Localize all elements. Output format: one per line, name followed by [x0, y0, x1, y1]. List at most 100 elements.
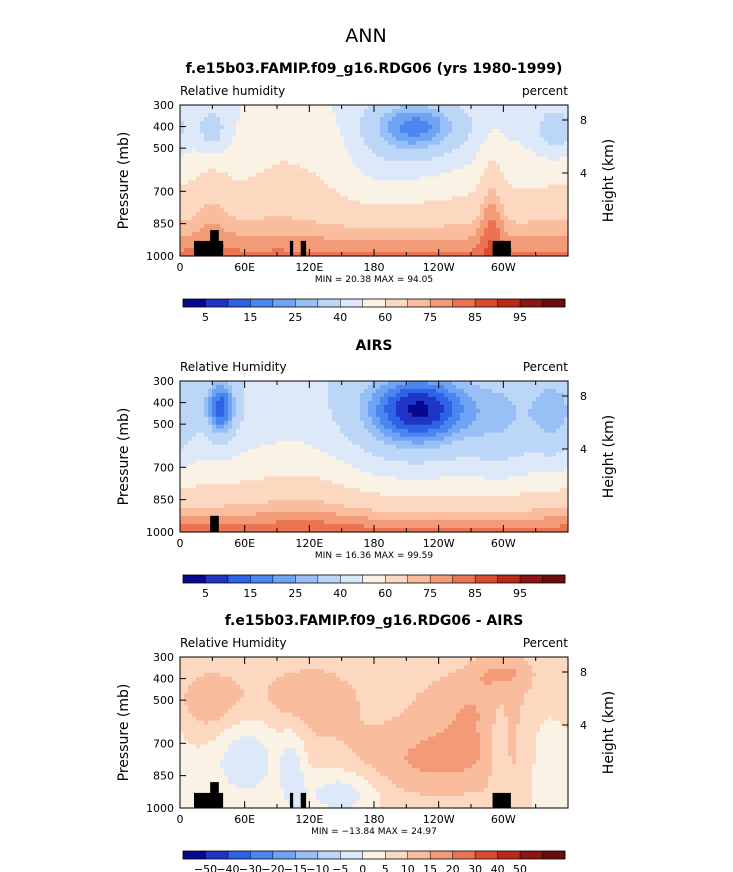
contour-cell — [384, 228, 389, 233]
contour-cell — [336, 152, 341, 158]
contour-cell — [496, 196, 501, 201]
contour-cell — [236, 136, 241, 142]
contour-cell — [548, 112, 553, 118]
contour-cell — [220, 381, 225, 386]
contour-cell — [388, 188, 393, 194]
contour-cell — [472, 200, 477, 205]
contour-cell — [236, 524, 241, 529]
contour-cell — [408, 204, 413, 209]
contour-cell — [212, 512, 217, 517]
contour-cell — [284, 144, 289, 150]
contour-cell — [392, 164, 397, 170]
contour-cell — [228, 480, 233, 485]
contour-cell — [448, 208, 453, 213]
contour-cell — [244, 424, 249, 430]
contour-cell — [220, 188, 225, 194]
contour-cell — [560, 180, 565, 186]
contour-cell — [364, 148, 369, 154]
contour-cell — [284, 420, 289, 426]
contour-cell — [284, 500, 289, 505]
contour-cell — [416, 240, 421, 245]
contour-cell — [408, 212, 413, 217]
contour-cell — [252, 244, 257, 249]
contour-cell — [288, 452, 293, 458]
contour-cell — [432, 108, 437, 114]
contour-cell — [508, 236, 513, 241]
contour-cell — [196, 492, 201, 497]
contour-cell — [564, 208, 569, 213]
contour-cell — [232, 152, 237, 158]
contour-cell — [352, 140, 357, 146]
contour-cell — [436, 124, 441, 130]
contour-cell — [220, 484, 225, 489]
contour-cell — [544, 228, 549, 233]
contour-cell — [272, 156, 277, 162]
contour-cell — [468, 240, 473, 245]
contour-cell — [496, 172, 501, 178]
contour-cell — [336, 192, 341, 197]
contour-cell — [416, 160, 421, 166]
contour-cell — [356, 224, 361, 229]
contour-cell — [412, 208, 417, 213]
contour-cell — [272, 216, 277, 221]
contour-cell — [204, 496, 209, 501]
contour-cell — [220, 220, 225, 225]
contour-cell — [276, 464, 281, 470]
contour-cell — [452, 192, 457, 197]
contour-cell — [232, 412, 237, 418]
contour-cell — [188, 400, 193, 406]
contour-cell — [180, 520, 185, 525]
contour-cell — [488, 172, 493, 178]
contour-cell — [240, 524, 245, 529]
contour-cell — [368, 136, 373, 142]
contour-cell — [444, 136, 449, 142]
contour-cell — [316, 108, 321, 114]
contour-cell — [536, 216, 541, 221]
contour-cell — [212, 144, 217, 150]
contour-cell — [380, 180, 385, 186]
contour-cell — [532, 204, 537, 209]
contour-cell — [248, 388, 253, 394]
colorbar-box — [295, 299, 319, 307]
contour-cell — [296, 156, 301, 162]
contour-cell — [220, 224, 225, 229]
contour-cell — [432, 204, 437, 209]
contour-cell — [204, 116, 209, 122]
contour-cell — [476, 212, 481, 217]
contour-cell — [420, 196, 425, 201]
contour-cell — [224, 172, 229, 178]
contour-cell — [388, 180, 393, 186]
contour-cell — [348, 152, 353, 158]
contour-cell — [276, 108, 281, 114]
contour-cell — [184, 236, 189, 241]
contour-cell — [252, 468, 257, 473]
contour-cell — [528, 192, 533, 197]
contour-cell — [296, 192, 301, 197]
colorbar-box — [227, 299, 251, 307]
contour-cell — [460, 240, 465, 245]
contour-cell — [512, 172, 517, 178]
contour-cell — [272, 164, 277, 170]
contour-cell — [192, 152, 197, 158]
contour-cell — [268, 472, 273, 477]
contour-cell — [520, 232, 525, 237]
contour-cell — [232, 180, 237, 186]
contour-cell — [372, 160, 377, 166]
contour-cell — [236, 192, 241, 197]
contour-cell — [456, 244, 461, 249]
contour-cell — [260, 500, 265, 505]
contour-cell — [400, 132, 405, 138]
contour-cell — [372, 244, 377, 249]
contour-cell — [460, 120, 465, 126]
contour-cell — [304, 184, 309, 190]
contour-cell — [248, 216, 253, 221]
contour-cell — [364, 105, 369, 110]
contour-cell — [372, 224, 377, 229]
contour-cell — [380, 132, 385, 138]
contour-cell — [192, 148, 197, 154]
contour-cell — [524, 128, 529, 134]
contour-cell — [276, 160, 281, 166]
contour-cell — [256, 464, 261, 470]
contour-cell — [444, 152, 449, 158]
contour-cell — [184, 444, 189, 450]
